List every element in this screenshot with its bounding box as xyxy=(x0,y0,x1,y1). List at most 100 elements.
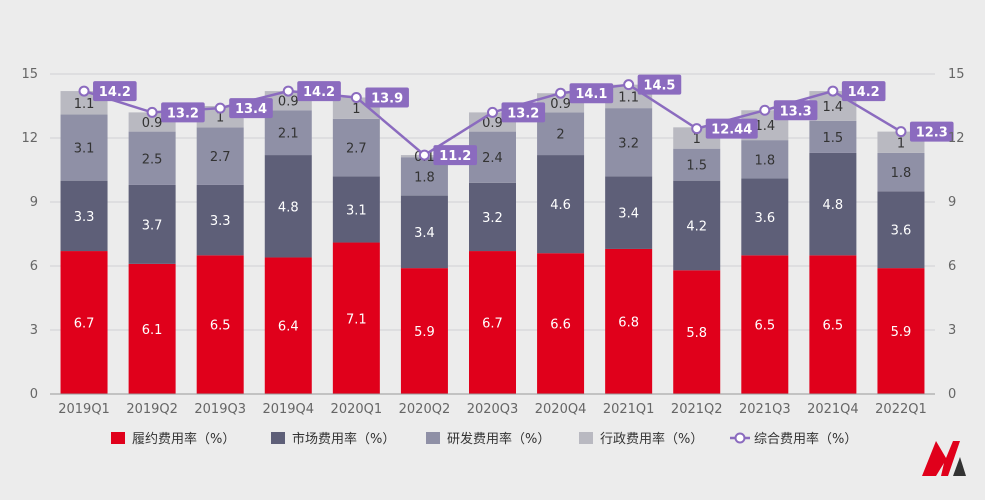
bars: 6.7 3.3 3.1 1.1 6.1 3.7 2.5 0.9 6.5 3.3 2.7 1 6.4 4.8… xyxy=(60,84,925,394)
x-tick-label: 2021Q4 xyxy=(807,402,859,417)
bar-segment xyxy=(400,268,448,394)
line-point xyxy=(487,106,498,118)
bar-segment xyxy=(332,176,380,243)
bar-data-label: 1.8 xyxy=(891,166,912,181)
logo-red-stroke xyxy=(922,441,960,476)
x-tick-label: 2020Q1 xyxy=(331,402,383,417)
bar-data-label: 3.6 xyxy=(754,211,775,226)
bar-data-label: 1 xyxy=(693,132,701,147)
bar-segment xyxy=(60,180,108,252)
bar-data-label: 1 xyxy=(352,102,360,117)
x-tick-label: 2022Q1 xyxy=(875,402,927,417)
line-point xyxy=(146,106,158,118)
line-label-box xyxy=(229,98,273,119)
y2-tick-label: 15 xyxy=(948,67,965,82)
bar-data-label: 6.4 xyxy=(278,320,299,335)
bar-data-label: 0.9 xyxy=(550,97,571,112)
y-tick-label: 0 xyxy=(30,387,38,402)
bar-segment xyxy=(469,182,516,252)
line-data-label: 14.2 xyxy=(99,85,131,100)
bar-segment xyxy=(332,242,380,394)
bar-data-label: 3.3 xyxy=(74,210,95,225)
legend-label: 综合费用率（%） xyxy=(754,431,857,447)
bar-data-label: 0.9 xyxy=(142,116,163,131)
bar-data-label: 4.2 xyxy=(686,219,707,234)
bar-data-label: 6.7 xyxy=(74,317,95,332)
line-data-label: 13.9 xyxy=(371,91,403,106)
y-tick-label: 12 xyxy=(21,131,38,146)
line-point xyxy=(759,104,771,116)
line-point xyxy=(418,149,430,161)
line-point xyxy=(895,126,907,138)
y2-tick-label: 6 xyxy=(948,259,956,274)
bar-segment xyxy=(264,155,312,258)
bar-segment xyxy=(196,184,244,256)
logo-dark-stroke xyxy=(953,457,966,476)
bar-segment xyxy=(673,180,721,271)
line-data-label: 13.2 xyxy=(507,106,539,121)
line-data-label: 14.2 xyxy=(303,85,335,100)
line-data-label: 14.2 xyxy=(848,85,880,100)
line-label-box xyxy=(909,121,954,142)
bar-data-label: 2.1 xyxy=(278,127,299,142)
line-point xyxy=(350,91,362,103)
bar-segment xyxy=(332,118,380,177)
bar-segment xyxy=(128,263,176,394)
bar-segment xyxy=(741,140,789,179)
line-series: 14.213.2 13.414.2 13.911.213.214.114.512.4… xyxy=(78,74,954,166)
line-label-box xyxy=(93,81,137,102)
x-tick-label: 2019Q3 xyxy=(194,402,246,417)
line-label-box xyxy=(297,81,341,102)
legend-label: 市场费用率（%） xyxy=(292,431,395,447)
bar-segment xyxy=(196,127,244,185)
bar-data-label: 1.5 xyxy=(823,131,844,146)
bar-segment xyxy=(60,114,108,181)
bar-data-label: 1.1 xyxy=(618,90,639,105)
bar-data-label: 3.2 xyxy=(618,136,639,151)
line-point xyxy=(623,79,635,91)
bar-data-label: 2 xyxy=(556,128,564,143)
bar-data-label: 4.8 xyxy=(823,198,844,213)
line-data-label: 14.1 xyxy=(575,87,607,102)
bar-segment xyxy=(469,251,516,394)
y-tick-label: 3 xyxy=(30,323,38,338)
legend-label: 研发费用率（%） xyxy=(447,431,550,447)
x-tick-label: 2020Q2 xyxy=(399,402,451,417)
x-tick-label: 2020Q3 xyxy=(467,402,519,417)
bar-segment xyxy=(877,152,925,192)
bar-segment xyxy=(60,251,108,394)
line-point xyxy=(78,85,90,97)
bar-data-label: 4.6 xyxy=(550,198,571,213)
y-tick-label: 9 xyxy=(30,195,38,210)
bar-data-label: 2.4 xyxy=(482,151,503,166)
bar-segment xyxy=(537,155,585,254)
bar-data-label: 3.6 xyxy=(891,224,912,239)
legend-label: 履约费用率（%） xyxy=(132,431,235,447)
bar-segment xyxy=(809,255,857,394)
bar-data-label: 0.9 xyxy=(482,116,503,131)
bar-segment xyxy=(264,110,312,156)
bar-data-label: 3.1 xyxy=(74,142,95,157)
bar-data-label: 6.1 xyxy=(142,323,163,338)
bar-data-label: 1 xyxy=(897,136,905,151)
bar-data-label: 3.2 xyxy=(482,211,503,226)
line-label-box xyxy=(365,87,409,108)
bar-data-label: 5.9 xyxy=(891,325,912,340)
x-tick-label: 2021Q3 xyxy=(739,402,791,417)
legend-line-marker xyxy=(734,432,746,444)
bar-data-label: 3.4 xyxy=(618,207,639,222)
bar-data-label: 2.5 xyxy=(142,152,163,167)
line-point xyxy=(555,87,567,99)
bar-segment xyxy=(741,178,789,256)
bar-data-label: 2.7 xyxy=(346,142,367,157)
bar-data-label: 3.3 xyxy=(210,214,231,229)
brand-logo xyxy=(922,441,966,476)
bar-segment xyxy=(264,257,312,394)
bar-data-label: 1.4 xyxy=(754,119,775,134)
line-data-label: 12.44 xyxy=(711,123,752,138)
y2-tick-label: 9 xyxy=(948,195,956,210)
y-tick-label: 15 xyxy=(21,67,38,82)
line-label-box xyxy=(501,102,546,123)
bar-data-label: 3.7 xyxy=(142,218,163,233)
